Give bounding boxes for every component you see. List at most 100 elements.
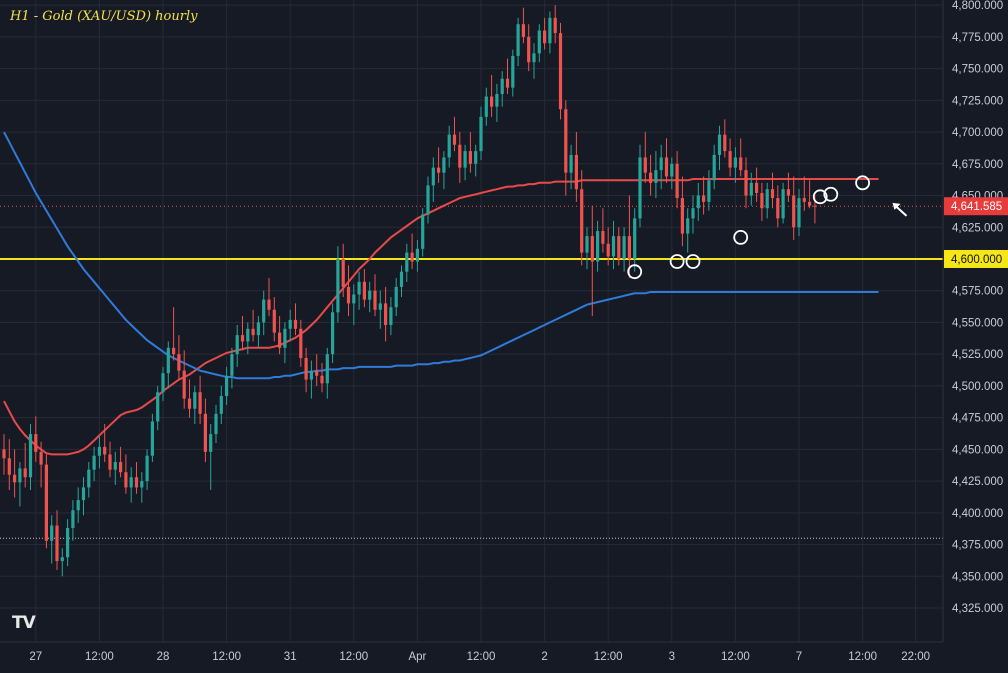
x-tick-label: 12:00	[467, 651, 496, 663]
candle-body	[214, 413, 218, 435]
last-price-tag-label: 4,641.585	[951, 201, 1002, 213]
candle-body	[601, 231, 605, 244]
candle-body	[246, 328, 250, 342]
candle-body	[638, 157, 642, 219]
pointer-arrow-shaft	[894, 205, 908, 217]
candle-body	[622, 236, 626, 259]
candle-body	[187, 398, 192, 409]
candle-body	[442, 157, 446, 173]
y-tick-label: 4,525.000	[952, 349, 1003, 361]
candle-body	[166, 347, 170, 374]
candle-body	[664, 157, 669, 177]
candle-body	[553, 17, 557, 34]
candle-body	[452, 134, 457, 145]
y-tick-label: 4,725.000	[952, 95, 1003, 107]
candle-body	[659, 157, 663, 171]
candle-body	[150, 421, 154, 456]
level-price-tag	[944, 249, 1008, 268]
candle-body	[193, 392, 197, 409]
candle-body	[516, 24, 520, 56]
y-tick-label: 4,700.000	[952, 127, 1003, 139]
candle-body	[786, 189, 790, 196]
candle-body	[590, 236, 594, 262]
candle-body	[558, 33, 563, 110]
candle-body	[44, 464, 48, 541]
candle-body	[177, 354, 181, 371]
candle-body	[7, 458, 11, 475]
candle-body	[744, 170, 748, 196]
x-tick-label: 31	[284, 651, 297, 663]
candle-body	[182, 370, 186, 399]
candle-body	[97, 446, 101, 456]
marker-circle	[812, 189, 828, 205]
candles	[2, 5, 817, 577]
x-tick-label: 3	[669, 651, 675, 663]
candle-body	[66, 528, 70, 558]
candle-body	[463, 151, 467, 168]
x-tick-label: 12:00	[212, 651, 241, 663]
candle-body	[670, 163, 674, 177]
candle-body	[521, 24, 525, 37]
candle-body	[76, 500, 80, 511]
candle-body	[617, 236, 621, 259]
candle-body	[399, 271, 404, 287]
candle-body	[611, 236, 616, 257]
candle-body	[532, 53, 536, 63]
candle-body	[633, 218, 637, 259]
candle-body	[325, 354, 329, 384]
marker-circle	[685, 254, 701, 269]
candle-body	[458, 144, 462, 168]
candle-body	[219, 396, 223, 414]
tradingview-logo[interactable]: TV	[12, 613, 36, 633]
y-tick-label: 4,675.000	[952, 159, 1003, 171]
candle-body	[124, 472, 128, 488]
candle-body	[262, 299, 266, 323]
chart-title: H1 - Gold (XAU/USD) hourly	[10, 9, 198, 24]
candle-body	[378, 303, 382, 310]
candle-body	[495, 93, 499, 107]
candle-body	[728, 151, 732, 168]
candle-body	[776, 198, 780, 219]
candle-body	[119, 462, 123, 473]
candle-body	[410, 252, 414, 262]
candle-body	[564, 109, 568, 173]
candle-body	[198, 392, 202, 414]
candle-body	[235, 335, 239, 355]
candle-body	[770, 189, 775, 199]
candle-body	[490, 96, 494, 107]
candle-body	[161, 373, 165, 393]
y-tick-label: 4,800.000	[952, 0, 1003, 12]
candle-body	[654, 170, 658, 183]
y-tick-label: 4,350.000	[952, 571, 1003, 583]
x-axis: 27 12:00 28 12:00 31 12:00 Apr 12:00 2 12:00 3 12:0…	[0, 641, 1008, 668]
candle-body	[278, 332, 282, 348]
candle-body	[134, 477, 139, 488]
candle-body	[585, 236, 589, 253]
candle-body	[230, 354, 234, 376]
candle-body	[145, 455, 149, 482]
candle-body	[362, 281, 366, 300]
candle-body	[50, 525, 54, 541]
x-tick-label: 12:00	[848, 651, 877, 663]
y-tick-label: 4,450.000	[952, 444, 1003, 456]
candle-body	[643, 157, 647, 173]
moving-average-line	[3, 178, 879, 456]
y-tick-label: 4,425.000	[952, 476, 1003, 488]
candle-body	[156, 392, 160, 422]
candle-body	[707, 180, 711, 202]
last-price-tag	[944, 197, 1008, 216]
x-tick-label: 28	[157, 651, 170, 663]
x-tick-label: 7	[796, 651, 802, 663]
candle-body	[702, 195, 706, 202]
candle-body	[203, 413, 207, 452]
candle-body	[357, 281, 361, 295]
pointer-arrow	[892, 202, 908, 217]
candle-body	[543, 30, 547, 44]
x-tick-label: 22:00	[901, 651, 930, 663]
candle-body	[368, 290, 372, 300]
candle-body	[39, 451, 43, 465]
candle-body	[415, 248, 419, 262]
